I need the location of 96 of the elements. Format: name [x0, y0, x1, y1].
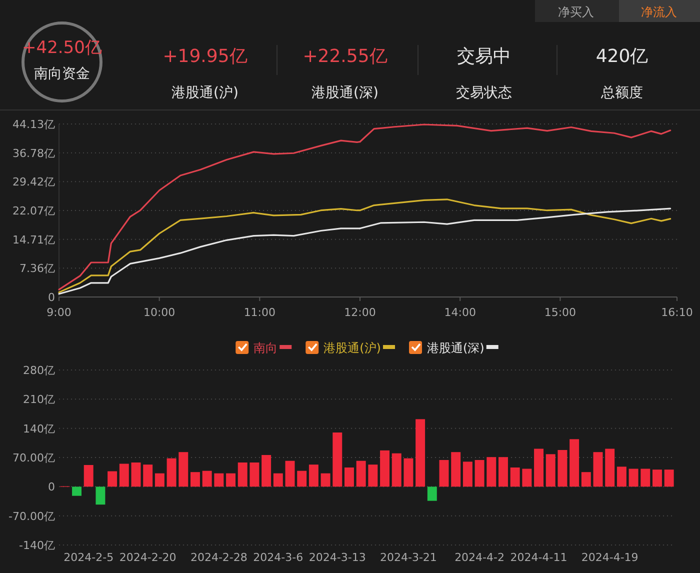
bar: [250, 462, 260, 487]
text: 南向: [254, 341, 278, 355]
bar: [616, 466, 626, 487]
text: 净买入: [558, 5, 594, 19]
text: +42.50亿: [22, 38, 102, 58]
bar: [451, 452, 461, 487]
bar: [108, 471, 118, 487]
bar: [534, 448, 544, 487]
bar: [605, 448, 615, 487]
y-tick-label: 280亿: [23, 364, 55, 377]
text: 港股通(深): [312, 85, 378, 101]
x-tick-label: 2024-3-21: [380, 551, 437, 564]
x-tick-label: 2024-4-19: [581, 551, 638, 564]
bar: [84, 465, 94, 487]
y-tick-label: 210亿: [23, 393, 55, 406]
y-tick-label: 0: [48, 480, 55, 494]
bar: [320, 473, 330, 487]
text: 总额度: [600, 85, 643, 101]
bar: [652, 470, 662, 487]
y-tick-label: 7.36亿: [20, 262, 55, 276]
text: +19.95亿: [162, 46, 248, 67]
text: +22.55亿: [302, 46, 388, 67]
bar: [190, 472, 200, 487]
bar: [131, 462, 141, 487]
x-tick-label: 10:00: [143, 306, 176, 319]
bar: [226, 473, 236, 487]
y-tick-label: -70.00亿: [8, 510, 55, 523]
x-tick-label: 14:00: [444, 306, 476, 319]
bar: [486, 457, 496, 487]
bar: [273, 473, 283, 487]
x-tick-label: 9:00: [46, 306, 72, 319]
text: 南向资金: [34, 66, 90, 82]
x-tick-label: 2024-4-2: [454, 551, 505, 564]
y-tick-label: 36.78亿: [12, 146, 55, 160]
text: 港股通(沪): [172, 85, 238, 101]
bar: [166, 458, 176, 487]
text: 420亿: [596, 46, 648, 67]
bar: [238, 462, 248, 487]
bar: [522, 468, 532, 487]
bar: [202, 470, 212, 487]
bar: [628, 468, 638, 487]
bar: [96, 486, 106, 505]
bar: [498, 457, 508, 487]
x-tick-label: 2024-2-5: [64, 551, 114, 564]
x-tick-label: 2024-3-6: [253, 551, 304, 564]
x-tick-label: 2024-2-20: [119, 551, 176, 564]
bar: [558, 450, 568, 487]
bar: [214, 473, 224, 487]
bar: [546, 454, 556, 487]
y-tick-label: 0: [48, 291, 55, 304]
y-tick-label: 140亿: [23, 422, 55, 436]
text: 净流入: [641, 5, 677, 19]
bar: [344, 468, 354, 487]
bar: [416, 419, 426, 487]
y-tick-label: 29.42亿: [12, 176, 55, 189]
bar: [308, 464, 318, 487]
bar: [462, 462, 472, 487]
bar: [154, 473, 164, 487]
bar: [404, 458, 414, 487]
text: 交易状态: [456, 85, 512, 101]
bar: [368, 464, 378, 487]
text: 港股通(沪): [324, 341, 381, 355]
bar: [72, 486, 82, 496]
y-tick-label: 44.13亿: [12, 118, 55, 131]
y-tick-label: 22.07亿: [12, 204, 55, 218]
bar: [285, 460, 295, 487]
bar: [474, 460, 484, 487]
bar: [664, 470, 674, 487]
text: 港股通(深): [427, 341, 484, 355]
bar: [427, 486, 437, 501]
bar: [439, 460, 449, 487]
bar: [392, 453, 402, 487]
bar: [297, 470, 307, 487]
bar: [593, 452, 603, 487]
bar: [640, 468, 650, 487]
y-tick-label: 70.00亿: [12, 452, 55, 464]
text: 交易中: [457, 46, 511, 67]
x-tick-label: 15:00: [544, 306, 576, 319]
bar: [332, 432, 342, 487]
x-tick-label: 12:00: [344, 306, 376, 319]
x-tick-label: 2024-4-11: [510, 551, 568, 564]
x-tick-label: 16:10: [661, 306, 693, 319]
y-tick-label: 14.71亿: [12, 233, 55, 246]
y-tick-label: -140亿: [19, 539, 55, 552]
x-tick-label: 2024-3-13: [308, 551, 366, 564]
bar: [119, 464, 129, 487]
bar: [380, 450, 390, 487]
bar: [178, 452, 188, 487]
bar: [570, 439, 580, 487]
bar: [356, 460, 366, 487]
bar: [581, 472, 591, 487]
bar: [143, 464, 153, 487]
bar: [262, 455, 272, 487]
x-tick-label: 11:00: [244, 306, 276, 319]
x-tick-label: 2024-2-28: [190, 551, 248, 564]
bar: [510, 468, 520, 487]
